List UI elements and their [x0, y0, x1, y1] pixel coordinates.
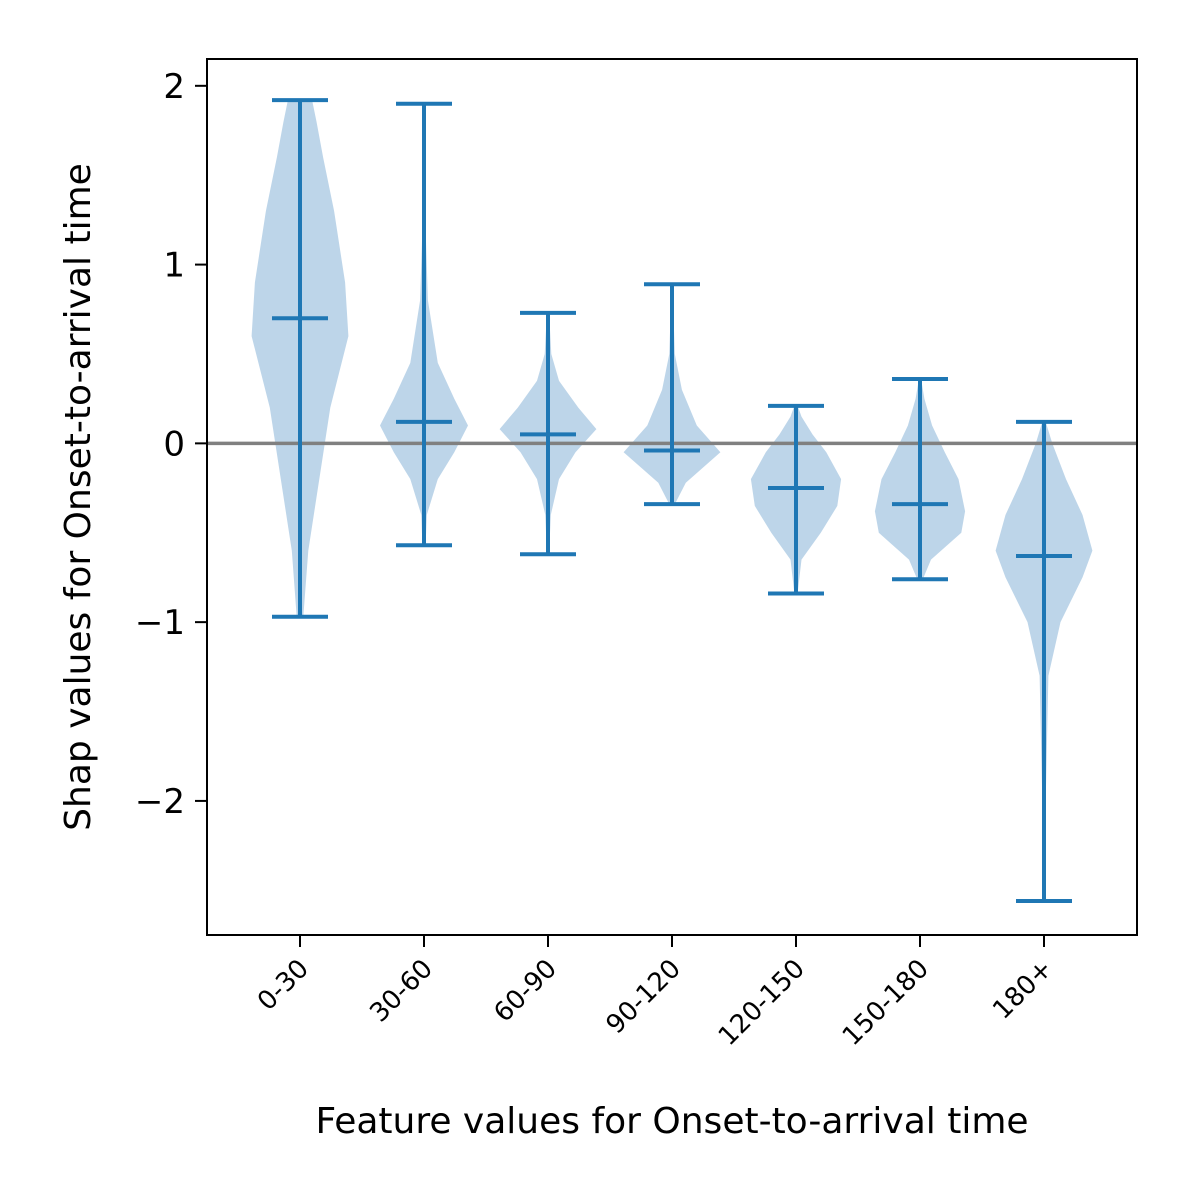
violin-whiskers [272, 98, 1072, 904]
y-tick-label: 2 [163, 67, 185, 107]
y-tick-label: −1 [135, 603, 185, 643]
y-tick-label: 1 [163, 246, 185, 286]
y-tick-label: 0 [163, 424, 185, 464]
y-tick-label: −2 [135, 782, 185, 822]
x-axis-label: Feature values for Onset-to-arrival time [315, 1101, 1028, 1142]
y-axis: −2 −1 0 1 2 [135, 67, 207, 822]
y-axis-label: Shap values for Onset-to-arrival time [58, 163, 99, 831]
